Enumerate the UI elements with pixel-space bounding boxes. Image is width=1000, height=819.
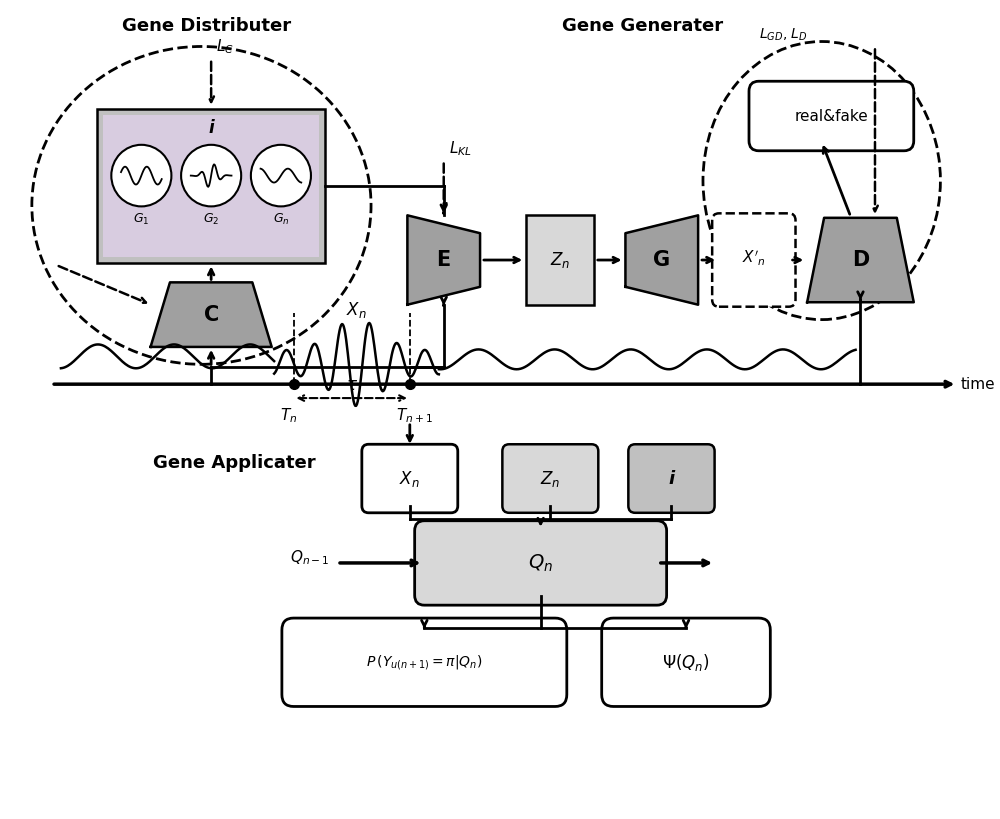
Text: $L_C$: $L_C$ <box>216 37 234 56</box>
Text: $Q_n$: $Q_n$ <box>528 552 553 573</box>
Text: $Z_n$: $Z_n$ <box>540 468 560 488</box>
Text: D: D <box>852 250 869 270</box>
Bar <box>103 115 319 256</box>
Text: Gene Generater: Gene Generater <box>562 16 723 34</box>
FancyBboxPatch shape <box>712 213 796 306</box>
Text: $\tau$: $\tau$ <box>346 376 358 394</box>
Text: $G_n$: $G_n$ <box>273 212 289 227</box>
Circle shape <box>251 145 311 206</box>
Text: $\Psi(Q_n)$: $\Psi(Q_n)$ <box>662 652 710 672</box>
FancyBboxPatch shape <box>628 444 715 513</box>
Text: $Q_{n-1}$: $Q_{n-1}$ <box>290 549 329 568</box>
Text: $G_1$: $G_1$ <box>133 212 150 227</box>
Text: C: C <box>204 305 219 324</box>
FancyBboxPatch shape <box>749 81 914 151</box>
Circle shape <box>181 145 241 206</box>
Text: $L_{KL}$: $L_{KL}$ <box>449 139 471 158</box>
Text: Gene Distributer: Gene Distributer <box>122 16 291 34</box>
FancyBboxPatch shape <box>362 444 458 513</box>
Text: real&fake: real&fake <box>794 108 868 124</box>
Bar <box>526 215 594 305</box>
FancyBboxPatch shape <box>602 618 770 707</box>
FancyBboxPatch shape <box>502 444 598 513</box>
Text: i: i <box>208 119 214 137</box>
Text: i: i <box>668 469 675 487</box>
Polygon shape <box>151 283 272 347</box>
Polygon shape <box>625 215 698 305</box>
Text: E: E <box>437 250 451 270</box>
Circle shape <box>111 145 171 206</box>
Text: time: time <box>960 377 995 391</box>
FancyBboxPatch shape <box>282 618 567 707</box>
Polygon shape <box>407 215 480 305</box>
Polygon shape <box>807 218 914 302</box>
Text: $L_{GD}$, $L_D$: $L_{GD}$, $L_D$ <box>759 27 807 43</box>
Text: $P\,(Y_{u(n+1)} = \pi | Q_n)$: $P\,(Y_{u(n+1)} = \pi | Q_n)$ <box>366 653 483 672</box>
FancyBboxPatch shape <box>415 521 667 605</box>
Text: $X_n$: $X_n$ <box>346 300 367 319</box>
Bar <box>97 109 325 263</box>
Text: $T_n$: $T_n$ <box>280 406 297 425</box>
Text: $T_{n+1}$: $T_{n+1}$ <box>396 406 433 425</box>
Text: G: G <box>653 250 670 270</box>
Text: $Z_n$: $Z_n$ <box>550 250 570 270</box>
Text: $G_2$: $G_2$ <box>203 212 219 227</box>
Text: $X_n$: $X_n$ <box>399 468 420 488</box>
Text: Gene Applicater: Gene Applicater <box>153 454 316 472</box>
Text: $X'_n$: $X'_n$ <box>742 248 766 268</box>
